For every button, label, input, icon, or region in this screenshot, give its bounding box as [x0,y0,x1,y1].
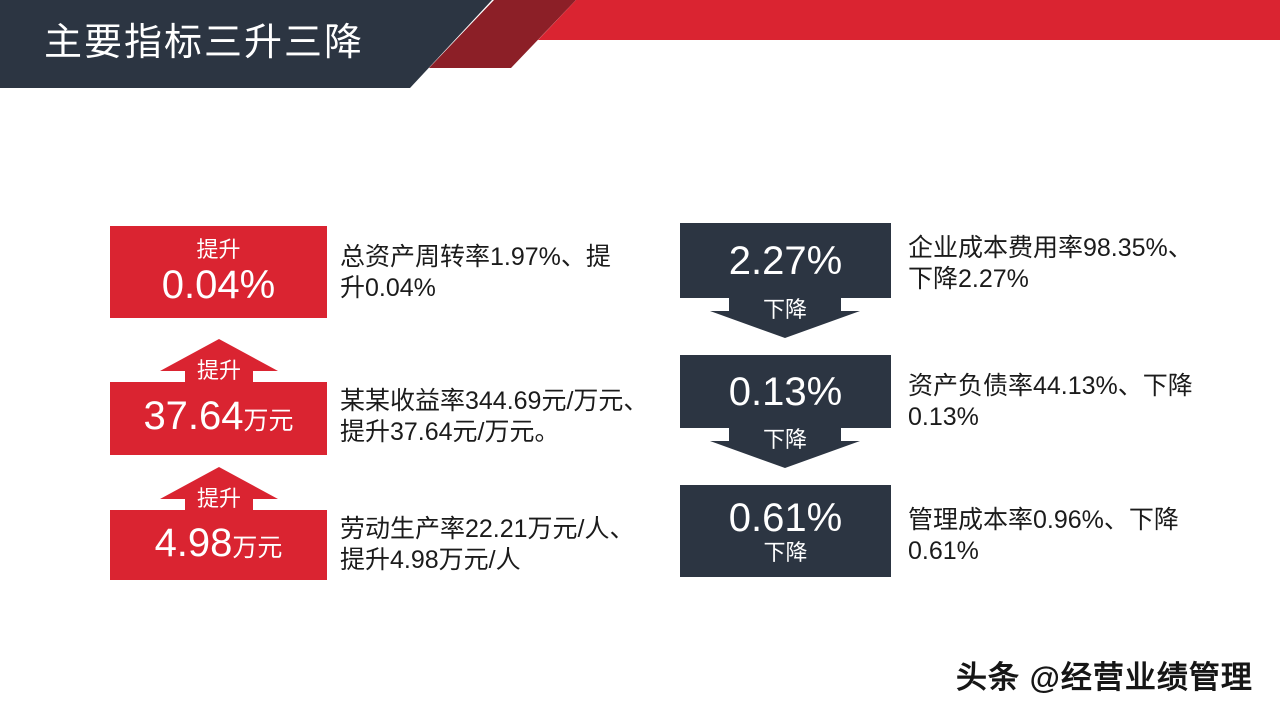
slide-title: 主要指标三升三降 [44,22,365,64]
increase-desc-2-line1: 某某收益率344.69元/万元、 [340,387,649,415]
decrease-box-2-number: 0.13% [728,369,843,414]
decrease-box-3-label: 下降 [763,540,808,565]
header-maroon-shape [429,0,576,68]
increase-box-2: 37.64万元 [110,382,327,455]
up-arrow-icon: 提升 [160,339,278,383]
decrease-desc-1-line2: 下降2.27% [908,265,1029,293]
increase-desc-1: 总资产周转率1.97%、提 升0.04% [340,242,611,304]
increase-box-3-value: 4.98万元 [155,521,283,570]
increase-desc-3-line1: 劳动生产率22.21万元/人、 [340,515,635,543]
increase-desc-3-line2: 提升4.98万元/人 [340,546,521,574]
watermark: 头条 @经营业绩管理 [956,660,1253,695]
header-dark-shape [0,0,492,88]
decrease-box-1-number: 2.27% [728,238,843,283]
increase-box-1-label: 提升 [196,237,241,262]
increase-box-1: 提升 0.04% [110,226,327,318]
increase-box-2-value: 37.64万元 [143,394,293,443]
decrease-desc-3-line1: 管理成本率0.96%、下降 [908,506,1179,534]
up-arrow-label: 提升 [196,486,241,511]
up-arrow-label: 提升 [196,358,241,383]
increase-desc-2: 某某收益率344.69元/万元、 提升37.64元/万元。 [340,386,648,448]
increase-box-3: 4.98万元 [110,510,327,580]
header-red-ribbon [538,0,1280,40]
decrease-desc-2-line2: 0.13% [908,403,979,431]
decrease-desc-2: 资产负债率44.13%、下降 0.13% [908,371,1193,433]
increase-desc-1-line1: 总资产周转率1.97%、提 [340,243,611,271]
decrease-desc-3-line2: 0.61% [908,537,979,565]
increase-box-1-value: 0.04% [162,263,275,307]
up-arrow-icon: 提升 [160,467,278,511]
decrease-box-2: 0.13% [680,355,891,428]
decrease-desc-2-line1: 资产负债率44.13%、下降 [908,372,1193,400]
header-banner [0,0,1280,88]
decrease-desc-1: 企业成本费用率98.35%、 下降2.27% [908,233,1193,295]
down-arrow-label: 下降 [762,427,807,452]
down-arrow-icon: 下降 [710,428,860,468]
decrease-box-2-value: 0.13% [729,370,842,414]
increase-box-3-unit: 万元 [232,533,283,562]
increase-desc-3: 劳动生产率22.21万元/人、 提升4.98万元/人 [340,514,635,576]
down-arrow-icon: 下降 [710,298,860,338]
decrease-desc-1-line1: 企业成本费用率98.35%、 [908,234,1193,262]
decrease-box-1: 2.27% [680,223,891,298]
decrease-box-3-number: 0.61% [728,496,843,540]
increase-box-2-unit: 万元 [243,407,294,435]
increase-desc-1-line2: 升0.04% [340,274,436,302]
increase-box-3-number: 4.98 [154,520,233,565]
decrease-box-3: 0.61% 下降 [680,485,891,577]
down-arrow-label: 下降 [762,297,807,322]
decrease-box-1-value: 2.27% [729,239,842,283]
increase-box-1-number: 0.04% [161,263,276,307]
decrease-box-3-value: 0.61% [729,496,842,540]
increase-box-2-number: 37.64 [143,394,244,438]
decrease-desc-3: 管理成本率0.96%、下降 0.61% [908,505,1179,567]
increase-desc-2-line2: 提升37.64元/万元。 [340,418,560,446]
